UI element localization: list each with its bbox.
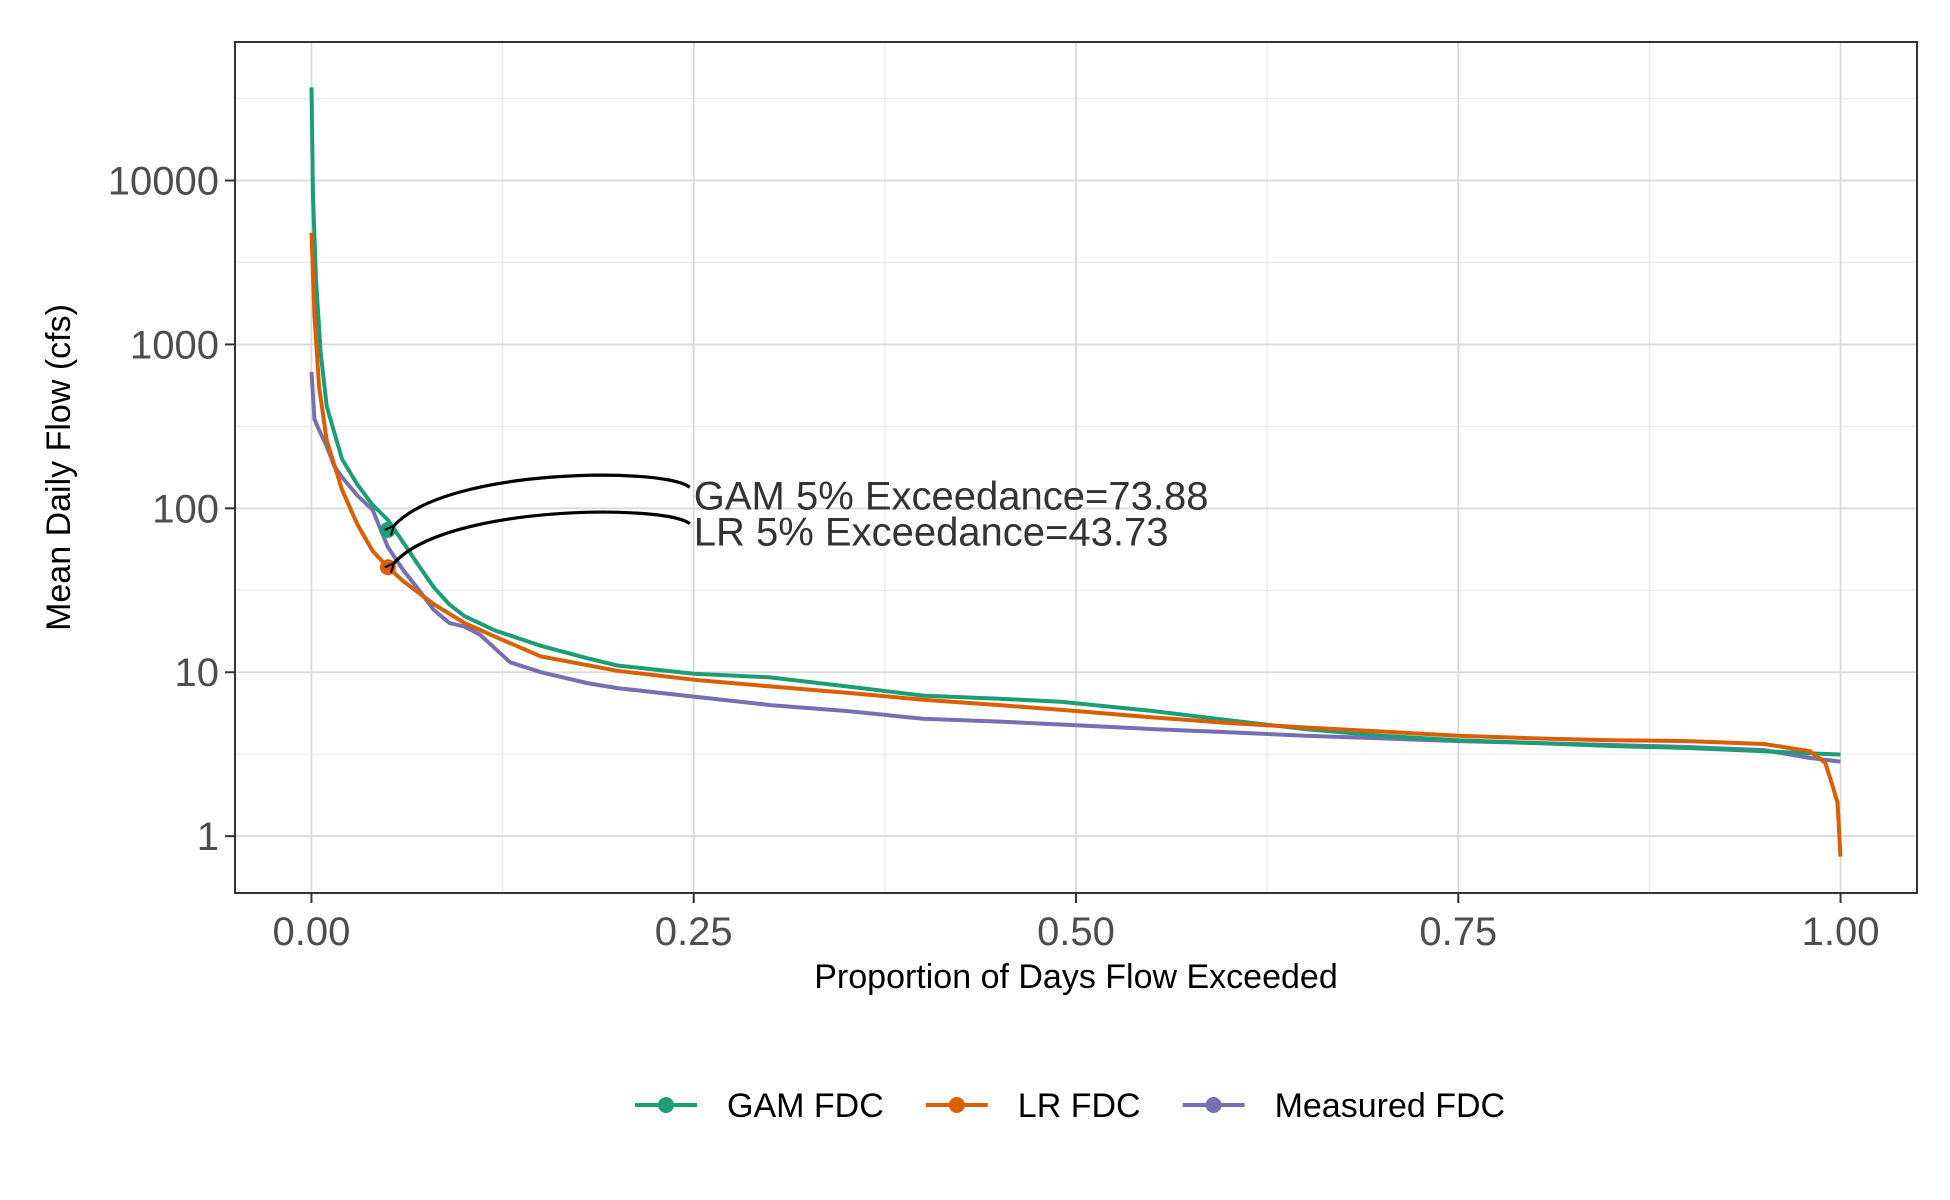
legend-label: LR FDC	[1018, 1087, 1141, 1125]
legend-item: Measured FDC	[1182, 1087, 1506, 1125]
legend-item: LR FDC	[925, 1087, 1141, 1125]
x-axis-title: Proportion of Days Flow Exceeded	[814, 958, 1337, 996]
y-tick-label: 10000	[108, 160, 219, 204]
y-tick-label: 1	[197, 815, 219, 859]
annotation-label: GAM 5% Exceedance=73.88	[694, 474, 1209, 518]
y-tick-label: 1000	[130, 323, 219, 367]
legend-label: Measured FDC	[1275, 1087, 1506, 1125]
legend-label: GAM FDC	[727, 1087, 884, 1125]
y-axis-title: Mean Daily Flow (cfs)	[40, 304, 78, 631]
annotation-label: LR 5% Exceedance=43.73	[694, 511, 1169, 555]
legend: GAM FDC LR FDC Measured FDC	[635, 1087, 1505, 1125]
x-tick-label: 0.00	[273, 910, 351, 954]
x-tick-label: 0.50	[1037, 910, 1115, 954]
legend-key-point	[948, 1097, 965, 1113]
annotation-arrow	[394, 510, 691, 563]
x-tick-label: 1.00	[1802, 910, 1880, 954]
annotation-arrow	[394, 473, 691, 526]
x-tick-label: 0.75	[1419, 910, 1497, 954]
series-lines	[309, 87, 1843, 857]
series-line-gam-fdc	[309, 87, 1841, 757]
axis-ticks: 0.00 0.25 0.50 0.75 1.00 1 10 100 1000 10000	[108, 160, 1880, 954]
legend-item: GAM FDC	[635, 1087, 884, 1125]
series-line-lr-fdc	[309, 232, 1843, 857]
legend-key-point	[658, 1097, 674, 1113]
grid-lines	[235, 42, 1917, 893]
x-tick-label: 0.25	[655, 910, 733, 954]
y-tick-label: 100	[152, 487, 219, 531]
legend-key-point	[1205, 1097, 1222, 1113]
y-tick-label: 10	[175, 651, 220, 695]
